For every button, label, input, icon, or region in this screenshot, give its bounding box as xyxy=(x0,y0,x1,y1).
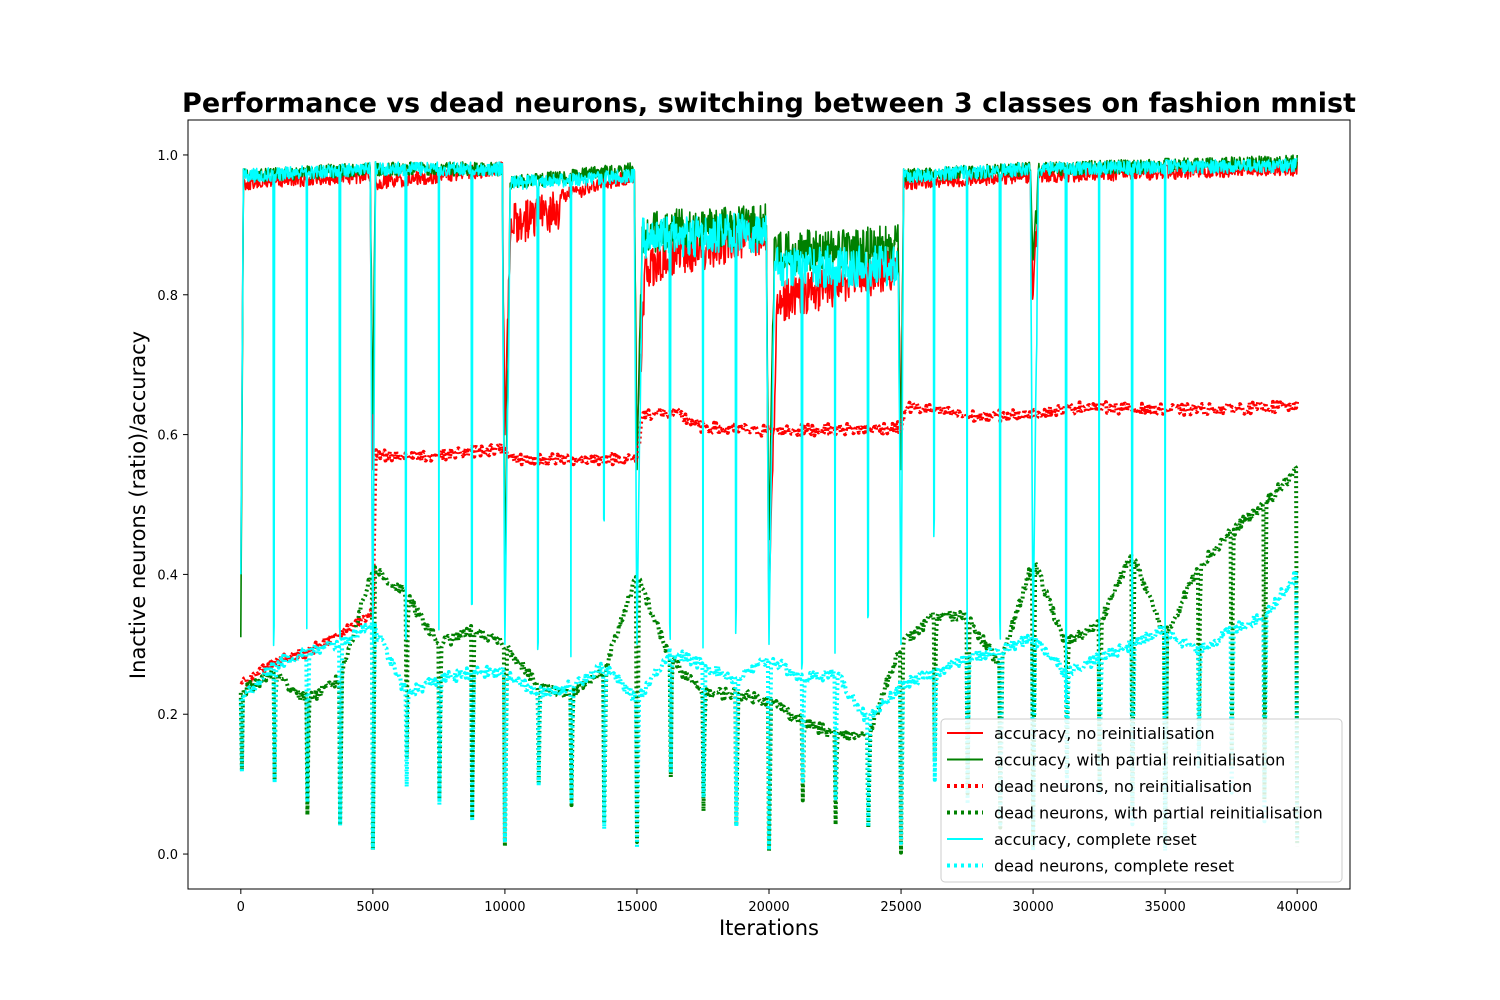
legend-label: dead neurons, complete reset xyxy=(994,857,1234,876)
x-tick-label: 35000 xyxy=(1144,900,1185,915)
x-axis-label: Iterations xyxy=(719,916,819,940)
x-tick-label: 25000 xyxy=(880,900,921,915)
legend-box xyxy=(940,718,1343,883)
x-tick-label: 5000 xyxy=(356,900,389,915)
y-axis: 0.0 0.2 0.4 0.6 0.8 1.0 xyxy=(157,149,188,863)
series-line xyxy=(240,157,1298,703)
legend-label: accuracy, with partial reinitialisation xyxy=(994,751,1285,770)
series-4 xyxy=(240,157,1298,703)
y-tick-label: 0.6 xyxy=(157,429,178,444)
x-tick-label: 30000 xyxy=(1012,900,1053,915)
y-tick-label: 1.0 xyxy=(157,149,178,164)
legend-label: dead neurons, no reinitialisation xyxy=(994,777,1252,796)
y-axis-label: Inactive neurons (ratio)/accuracy xyxy=(126,331,150,679)
chart-title: Performance vs dead neurons, switching b… xyxy=(182,88,1356,119)
legend-label: accuracy, complete reset xyxy=(994,830,1197,849)
series-2 xyxy=(239,399,1300,687)
x-tick-label: 0 xyxy=(237,900,245,915)
y-tick-label: 0.0 xyxy=(157,848,178,863)
y-tick-label: 0.2 xyxy=(157,708,178,723)
x-tick-label: 10000 xyxy=(484,900,525,915)
legend-label: dead neurons, with partial reinitialisat… xyxy=(994,804,1323,823)
x-tick-label: 15000 xyxy=(616,900,657,915)
legend: accuracy, no reinitialisation accuracy, w… xyxy=(940,718,1343,883)
y-tick-label: 0.8 xyxy=(157,289,178,304)
series-3 xyxy=(238,464,1300,855)
x-tick-label: 20000 xyxy=(748,900,789,915)
y-tick-label: 0.4 xyxy=(157,568,178,583)
series-line xyxy=(238,464,1300,855)
x-axis: 0 5000 10000 15000 20000 25000 30000 35000 40000 xyxy=(237,889,1318,915)
legend-label: accuracy, no reinitialisation xyxy=(994,724,1215,743)
series-layer xyxy=(238,154,1300,855)
x-tick-label: 40000 xyxy=(1277,900,1318,915)
series-line xyxy=(239,399,1300,687)
